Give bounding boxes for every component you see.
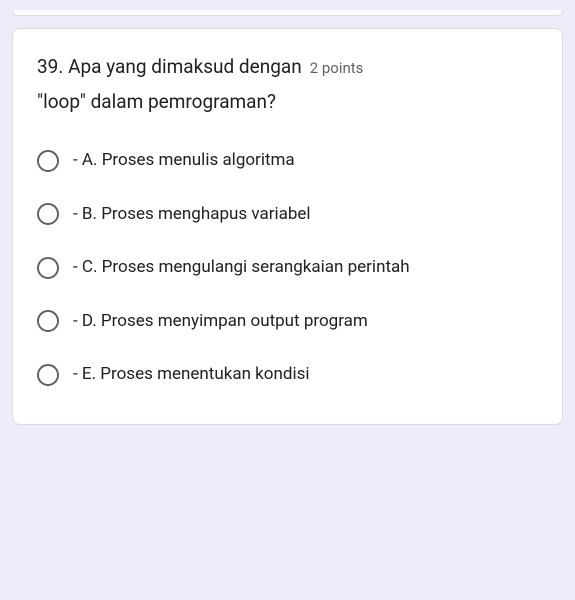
radio-icon (37, 364, 59, 386)
option-label: - B. Proses menghapus variabel (73, 202, 311, 228)
radio-icon (37, 310, 59, 332)
question-points: 2 points (310, 59, 364, 77)
option-d[interactable]: - D. Proses menyimpan output program (37, 297, 538, 347)
radio-icon (37, 257, 59, 279)
question-title-line2: "loop" dalam pemrograman? (37, 88, 538, 117)
option-label: - E. Proses menentukan kondisi (73, 362, 310, 388)
option-b[interactable]: - B. Proses menghapus variabel (37, 190, 538, 240)
question-title-line1: 39. Apa yang dimaksud dengan (37, 53, 302, 82)
option-c[interactable]: - C. Proses mengulangi serangkaian perin… (37, 243, 538, 293)
option-label: - C. Proses mengulangi serangkaian perin… (73, 255, 410, 281)
previous-card-edge (12, 10, 563, 16)
options-group: - A. Proses menulis algoritma - B. Prose… (37, 136, 538, 400)
option-a[interactable]: - A. Proses menulis algoritma (37, 136, 538, 186)
radio-icon (37, 203, 59, 225)
question-card: 39. Apa yang dimaksud dengan 2 points "l… (12, 28, 563, 425)
option-label: - A. Proses menulis algoritma (73, 148, 295, 174)
option-e[interactable]: - E. Proses menentukan kondisi (37, 350, 538, 400)
option-label: - D. Proses menyimpan output program (73, 309, 368, 335)
question-header: 39. Apa yang dimaksud dengan 2 points (37, 53, 538, 82)
radio-icon (37, 150, 59, 172)
